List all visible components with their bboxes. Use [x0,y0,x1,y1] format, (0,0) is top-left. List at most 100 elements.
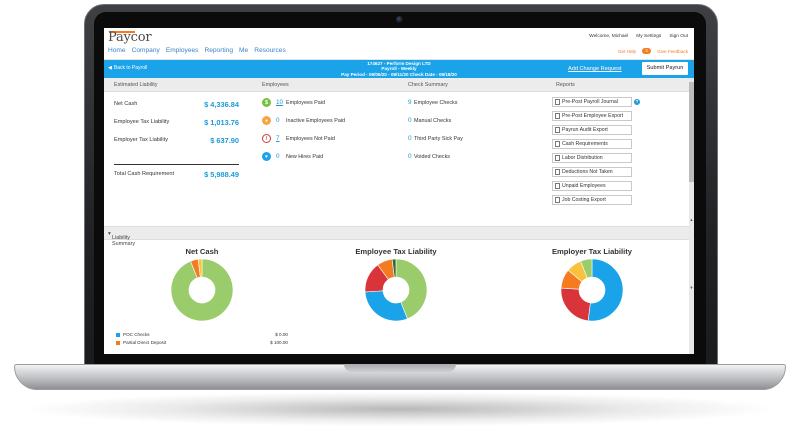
give-feedback-link[interactable]: Give Feedback [657,48,688,54]
report-label: Cash Requirements [562,141,608,147]
legend-row: Partial Direct Deposit $ 100.00 [116,340,288,345]
pie-slice-green[interactable] [395,258,428,320]
legend-swatch [116,340,120,345]
report-deductions-not-taken[interactable]: Deductions Not Taken [552,167,632,177]
liability-summary-toggle[interactable]: ▾ Liability Summary [108,231,136,247]
report-label: Unpaid Employees [562,183,606,189]
report-job-costing-export[interactable]: Job Costing Export [552,195,632,205]
employees-not-paid-count[interactable]: 7 [276,135,280,142]
employees-paid-count[interactable]: 10 [276,99,284,106]
scrollbar-thumb[interactable] [689,82,694,182]
liability-amount: $ 5,988.49 [204,170,239,179]
pie-slice-blue[interactable] [587,258,624,322]
liability-amount: $ 4,336.84 [204,100,239,109]
pie-slice-yellow[interactable] [197,258,203,278]
back-to-payroll-button[interactable]: ◀ Back to Payroll [108,65,147,71]
get-help-link[interactable]: Get Help [617,48,637,54]
report-pre-post-payroll-journal[interactable]: Pre-Post Payroll Journal [552,97,632,107]
nav-me[interactable]: Me [239,47,249,54]
document-icon [555,141,560,147]
liability-summary-header[interactable]: ▾ Liability Summary [104,226,694,247]
employees-not-paid-row: / 7 Employees Not Paid [262,134,335,143]
main-nav: Home Company Employees Reporting Me Reso… [108,47,286,54]
scroll-up-arrow-icon[interactable]: ▲ [689,217,694,222]
employees-heading: Employees [262,82,289,88]
nav-reporting[interactable]: Reporting [204,47,234,54]
inactive-employees-row: ● 0 Inactive Employees Paid [262,116,345,125]
nav-employees[interactable]: Employees [165,47,199,54]
employees-paid-row: $ 10 Employees Paid [262,98,325,107]
help-count-badge: 3 [642,48,652,54]
report-label: Job Costing Export [562,197,606,203]
voided-checks-row: 0 Voided Checks [408,153,450,160]
liability-label: Employer Tax Liability [114,137,168,143]
new-hires-count: 0 [276,153,280,160]
new-hires-label: New Hires Paid [286,153,324,160]
liability-net-cash: Net Cash $ 4,336.84 [114,100,239,109]
liability-employee-tax: Employee Tax Liability $ 1,013.76 [114,118,239,127]
liability-summary-label: Liability Summary [112,235,136,247]
pie-slice-blue[interactable] [364,290,408,322]
chart-title-net-cash: Net Cash [185,247,219,256]
paycor-logo: Paycor [108,30,152,45]
nav-company[interactable]: Company [131,47,160,54]
company-line: 174627 - Perform Design LTD [367,61,431,66]
employee-tax-donut [364,258,428,322]
laptop-shadow [30,392,770,426]
new-hires-row: ♥ 0 New Hires Paid [262,152,323,161]
back-arrow-icon: ◀ [108,65,112,71]
third-party-sick-pay-count: 0 [408,135,412,142]
total-divider [114,164,239,165]
employee-checks-label: Employee Checks [414,99,458,106]
manual-checks-row: 0 Manual Checks [408,117,451,124]
scroll-down-arrow-icon[interactable]: ▼ [689,285,694,290]
pie-slice-green[interactable] [170,258,234,322]
report-label: Deductions Not Taken [562,169,613,175]
document-icon [555,113,560,119]
help-links: Get Help 3 Give Feedback [618,48,688,54]
help-question-icon[interactable]: ? [634,99,640,105]
employee-checks-row: 9 Employee Checks [408,99,457,106]
nav-resources[interactable]: Resources [254,47,286,54]
voided-checks-count: 0 [408,153,412,160]
submit-payrun-button[interactable]: Submit Payrun [642,62,688,75]
legend-row: POC Checks $ 0.00 [116,332,288,337]
report-label: Pre-Post Payroll Journal [562,99,618,105]
pie-slice-red[interactable] [560,287,591,322]
reports-heading: Reports [556,82,575,88]
nav-home[interactable]: Home [108,47,126,54]
utility-links: Welcome, Michael My Settings Sign Out [589,34,688,39]
chart-title-employee-tax: Employee Tax Liability [355,247,437,256]
back-label: Back to Payroll [113,65,148,71]
document-icon [555,197,560,203]
new-hire-icon: ♥ [262,152,271,161]
manual-checks-label: Manual Checks [414,117,452,124]
report-cash-requirements[interactable]: Cash Requirements [552,139,632,149]
welcome-text: Welcome, Michael [589,34,629,39]
report-labor-distribution[interactable]: Labor Distribution [552,153,632,163]
report-label: Payrun Audit Export [562,127,608,133]
report-payrun-audit-export[interactable]: Payrun Audit Export [552,125,632,135]
report-unpaid-employees[interactable]: Unpaid Employees [552,181,632,191]
scrollbar-track[interactable] [689,78,694,354]
sign-out-link[interactable]: Sign Out [669,34,688,39]
legend-label: Partial Direct Deposit [123,340,167,345]
payroll-type-line: Payroll - Weekly [381,66,417,72]
payroll-info: 174627 - Perform Design LTD Payroll - We… [304,61,494,77]
employee-checks-count: 9 [408,99,412,106]
payroll-bar: ◀ Back to Payroll 174627 - Perform Desig… [104,60,694,78]
pie-slice-dark-green[interactable] [391,258,397,278]
report-pre-post-employee-export[interactable]: Pre-Post Employee Export [552,111,632,121]
net-cash-donut [170,258,234,322]
legend-value: $ 0.00 [275,332,288,337]
pie-slice-green[interactable] [580,258,593,279]
third-party-sick-pay-row: 0 Third Party Sick Pay [408,135,463,142]
my-settings-link[interactable]: My Settings [636,34,662,39]
legend-label: POC Checks [123,332,150,337]
liability-amount: $ 637.90 [210,136,239,145]
employer-tax-donut [560,258,624,322]
inactive-person-icon: ● [262,116,271,125]
add-change-request-link[interactable]: Add Change Request [568,66,622,72]
document-icon [555,183,560,189]
liability-charts: Net Cash Employee Tax Liability Employer… [104,240,694,354]
